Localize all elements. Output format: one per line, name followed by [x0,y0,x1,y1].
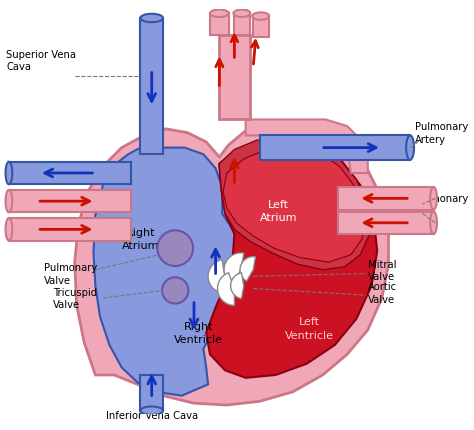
Text: Aortic
Valve: Aortic Valve [368,282,397,304]
Ellipse shape [430,212,437,234]
Text: Pulmonary
Vein: Pulmonary Vein [415,194,468,216]
Ellipse shape [6,163,12,185]
Ellipse shape [234,10,250,18]
Polygon shape [9,190,131,213]
Polygon shape [9,163,131,185]
Ellipse shape [406,136,414,160]
Text: Right
Ventricle: Right Ventricle [174,321,223,344]
Ellipse shape [162,278,188,304]
Polygon shape [234,14,250,36]
Polygon shape [223,148,364,263]
Wedge shape [218,273,234,306]
Text: Left
Ventricle: Left Ventricle [285,316,334,340]
Polygon shape [9,218,131,241]
Wedge shape [208,260,225,293]
Ellipse shape [6,190,12,213]
Ellipse shape [140,406,163,415]
Wedge shape [231,273,244,299]
Polygon shape [140,19,163,155]
Polygon shape [338,212,434,234]
Text: Pulmonary
Valve: Pulmonary Valve [44,263,97,285]
Ellipse shape [430,187,437,210]
Polygon shape [75,122,389,405]
Ellipse shape [140,15,163,23]
Polygon shape [219,36,250,120]
Text: Tricuspid
Valve: Tricuspid Valve [53,287,97,310]
Polygon shape [210,14,229,36]
Text: Aorta: Aorta [220,103,250,113]
Wedge shape [224,253,244,285]
Polygon shape [140,375,163,411]
Ellipse shape [157,231,193,266]
Ellipse shape [6,218,12,241]
Wedge shape [240,257,255,282]
Polygon shape [219,139,370,270]
Ellipse shape [252,13,269,21]
Polygon shape [93,45,238,396]
Text: Left
Atrium: Left Atrium [260,200,297,223]
Text: Inferior Vena Cava: Inferior Vena Cava [106,410,198,420]
Text: Superior Vena
Cava: Superior Vena Cava [6,50,76,72]
Ellipse shape [210,10,229,18]
Text: Mitral
Valve: Mitral Valve [368,259,396,281]
Polygon shape [253,17,269,38]
Text: Right
Atrium: Right Atrium [122,227,159,251]
Text: Pulmonary
Artery: Pulmonary Artery [415,122,468,144]
Polygon shape [260,136,410,160]
Polygon shape [246,61,368,174]
Polygon shape [338,187,434,210]
Polygon shape [206,141,377,378]
